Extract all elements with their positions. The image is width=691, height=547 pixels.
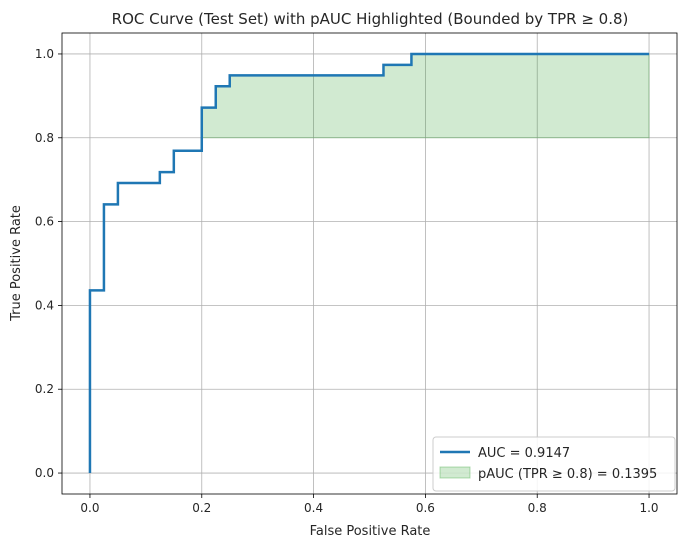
legend-entry-pauc: pAUC (TPR ≥ 0.8) = 0.1395 xyxy=(478,467,657,482)
y-tick-label: 0.8 xyxy=(35,131,54,145)
y-tick-label: 0.6 xyxy=(35,215,54,229)
pauc-region-layer xyxy=(201,53,650,139)
legend-box xyxy=(432,436,676,492)
x-axis-label: False Positive Rate xyxy=(310,524,431,539)
plot-frame xyxy=(61,32,678,495)
axis-ticks: 0.0 0.2 0.4 0.6 0.8 1.0 0.0 0.2 0.4 0.6 0.8 1.0 xyxy=(35,47,659,515)
y-tick-label: 0.4 xyxy=(35,298,54,312)
legend-fill-swatch xyxy=(439,466,471,479)
y-tick-label: 1.0 xyxy=(35,47,54,61)
y-tick-label: 0.0 xyxy=(35,466,54,480)
roc-curve-layer xyxy=(88,52,650,474)
y-axis-label: True Positive Rate xyxy=(9,205,24,322)
legend-entry-auc: AUC = 0.9147 xyxy=(478,446,570,461)
roc-curve-line xyxy=(88,52,650,474)
y-tick-label: 0.2 xyxy=(35,382,54,396)
pauc-shaded-region xyxy=(201,53,650,139)
x-tick-label: 0.8 xyxy=(528,501,547,515)
x-tick-label: 0.2 xyxy=(192,501,211,515)
legend: AUC = 0.9147 pAUC (TPR ≥ 0.8) = 0.1395 xyxy=(432,436,676,492)
x-tick-label: 0.6 xyxy=(416,501,435,515)
x-tick-label: 1.0 xyxy=(639,501,658,515)
x-tick-label: 0.0 xyxy=(80,501,99,515)
chart-title: ROC Curve (Test Set) with pAUC Highlight… xyxy=(112,10,629,28)
x-tick-label: 0.4 xyxy=(304,501,323,515)
grid-lines xyxy=(62,33,677,494)
